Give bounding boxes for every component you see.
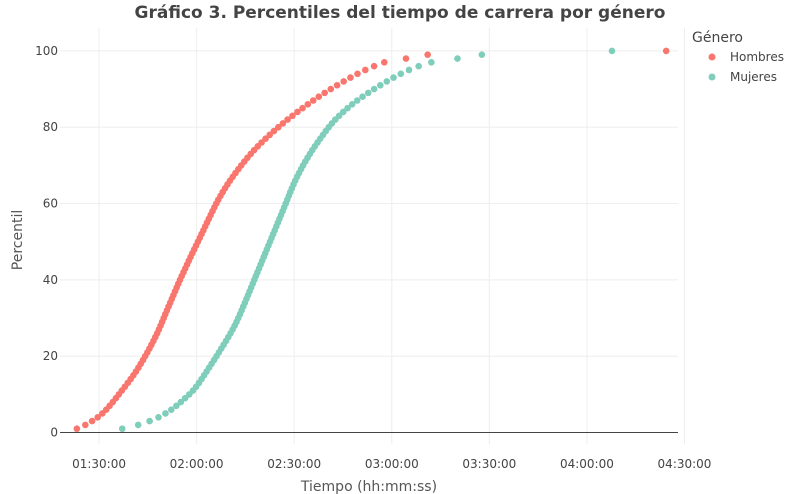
data-point-hombres[interactable]: [88, 417, 96, 425]
data-point-mujeres[interactable]: [405, 66, 413, 74]
x-tick-label: 03:00:00: [365, 457, 419, 471]
data-point-hombres[interactable]: [340, 78, 347, 85]
data-point-mujeres[interactable]: [118, 425, 126, 433]
data-point-mujeres[interactable]: [364, 89, 372, 97]
legend-marker-mujeres: [708, 73, 716, 81]
x-axis-title: Tiempo (hh:mm:ss): [300, 479, 437, 494]
data-point-mujeres[interactable]: [377, 81, 384, 89]
data-point-hombres[interactable]: [299, 104, 306, 112]
data-point-mujeres[interactable]: [173, 402, 180, 410]
x-tick-label: 03:30:00: [462, 457, 516, 471]
data-points: [73, 47, 670, 433]
data-point-hombres[interactable]: [304, 101, 312, 108]
x-axis-ticks: 01:30:00 02:00:00 02:30:00 03:00:00 03:30:00…: [72, 457, 711, 471]
data-point-hombres[interactable]: [284, 116, 291, 123]
data-point-mujeres[interactable]: [428, 59, 435, 66]
data-point-mujeres[interactable]: [344, 104, 351, 112]
x-tick-label: 02:00:00: [170, 457, 224, 471]
series-hombres: [73, 47, 670, 433]
data-point-mujeres[interactable]: [348, 101, 356, 108]
legend-label-hombres: Hombres: [730, 50, 784, 64]
data-point-mujeres[interactable]: [370, 85, 378, 93]
data-point-hombres[interactable]: [309, 97, 317, 104]
legend-title: Género: [692, 30, 743, 46]
y-tick-label: 80: [43, 120, 58, 134]
legend-item-hombres[interactable]: Hombres: [708, 50, 784, 64]
data-point-mujeres[interactable]: [359, 93, 366, 100]
data-point-hombres[interactable]: [362, 66, 369, 74]
data-point-hombres[interactable]: [424, 51, 431, 59]
data-point-hombres[interactable]: [662, 47, 670, 55]
data-point-mujeres[interactable]: [608, 47, 616, 55]
data-point-hombres[interactable]: [354, 70, 361, 78]
y-tick-label: 60: [43, 197, 58, 211]
data-point-hombres[interactable]: [321, 89, 328, 97]
x-tick-label: 01:30:00: [72, 457, 126, 471]
legend-marker-hombres: [708, 53, 716, 61]
data-point-mujeres[interactable]: [383, 78, 391, 85]
data-point-mujeres[interactable]: [390, 74, 397, 81]
data-point-mujeres[interactable]: [339, 108, 347, 116]
data-point-mujeres[interactable]: [134, 421, 142, 429]
legend-label-mujeres: Mujeres: [730, 70, 777, 84]
data-point-hombres[interactable]: [266, 131, 273, 139]
y-tick-label: 20: [43, 349, 58, 363]
data-point-hombres[interactable]: [94, 413, 101, 421]
data-point-mujeres[interactable]: [146, 417, 153, 425]
data-point-mujeres[interactable]: [415, 62, 422, 70]
data-point-hombres[interactable]: [347, 74, 354, 81]
data-point-mujeres[interactable]: [155, 413, 162, 421]
y-tick-label: 100: [35, 44, 58, 58]
data-point-mujeres[interactable]: [181, 394, 189, 402]
data-point-hombres[interactable]: [370, 62, 378, 70]
data-point-hombres[interactable]: [294, 108, 301, 116]
data-point-hombres[interactable]: [279, 120, 287, 127]
data-point-hombres[interactable]: [315, 93, 323, 100]
y-axis-title: Percentil: [10, 210, 26, 270]
data-point-hombres[interactable]: [333, 81, 341, 89]
data-point-hombres[interactable]: [73, 425, 81, 433]
data-point-hombres[interactable]: [275, 123, 282, 131]
data-point-mujeres[interactable]: [353, 97, 361, 104]
y-axis-ticks: 0 20 40 60 80 100: [35, 44, 58, 440]
legend-item-mujeres[interactable]: Mujeres: [708, 70, 777, 84]
x-tick-label: 02:30:00: [267, 457, 321, 471]
data-point-mujeres[interactable]: [397, 70, 405, 78]
data-point-mujeres[interactable]: [177, 398, 185, 406]
data-point-hombres[interactable]: [327, 85, 335, 93]
data-point-mujeres[interactable]: [478, 51, 486, 59]
data-point-mujeres[interactable]: [454, 55, 461, 62]
data-point-hombres[interactable]: [289, 112, 296, 120]
legend[interactable]: Género Hombres Mujeres: [692, 30, 784, 84]
data-point-hombres[interactable]: [402, 55, 410, 62]
data-point-mujeres[interactable]: [162, 410, 169, 417]
data-point-hombres[interactable]: [82, 421, 89, 429]
grid: [60, 28, 686, 444]
x-tick-label: 04:00:00: [560, 457, 614, 471]
y-tick-label: 40: [43, 273, 58, 287]
x-tick-label: 04:30:00: [658, 457, 712, 471]
data-point-hombres[interactable]: [270, 127, 278, 135]
data-point-mujeres[interactable]: [167, 406, 175, 413]
chart-title: Gráfico 3. Percentiles del tiempo de car…: [135, 3, 666, 23]
y-tick-label: 0: [50, 426, 58, 440]
series-mujeres: [118, 47, 616, 433]
data-point-hombres[interactable]: [380, 59, 388, 66]
